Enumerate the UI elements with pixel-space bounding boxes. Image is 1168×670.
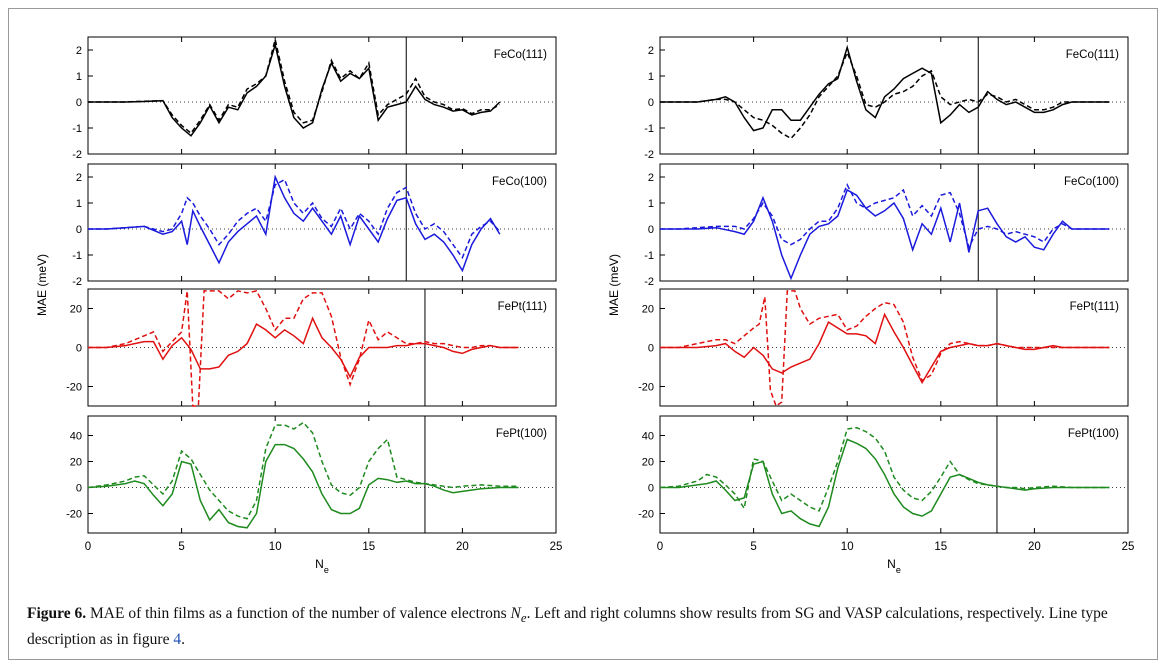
ytick-label-left-fept100: 20	[70, 457, 82, 469]
ytick-label-left-fept100: 0	[76, 483, 82, 495]
series-solid-left-feco111	[88, 41, 501, 137]
panel-frame-left-feco111	[87, 36, 557, 155]
y-axis-label-left: MAE (meV)	[35, 254, 49, 316]
ytick-label-left-feco100: 2	[76, 172, 82, 184]
series-dashed-left-fept100	[87, 421, 519, 520]
ytick-label-right-feco100: 2	[648, 172, 654, 184]
ytick-label-left-feco100: -2	[72, 276, 82, 288]
xtick-label-right: 5	[750, 541, 756, 553]
panel-label-right-feco100: FeCo(100)	[1064, 176, 1119, 188]
xtick-label-left: 15	[362, 541, 375, 553]
caption-text: MAE of thin films as a function of the n…	[86, 605, 511, 622]
caption-text-2: . Left and right columns show results fr…	[27, 605, 1108, 649]
series-solid-left-feco100	[88, 174, 501, 273]
x-axis-label-right: Ne	[887, 557, 901, 575]
xtick-label-right: 15	[934, 541, 947, 553]
panel-label-right-feco111: FeCo(111)	[1066, 49, 1119, 61]
ytick-label-left-fept100: -20	[66, 509, 82, 521]
series-solid-left-fept100	[87, 443, 519, 529]
ytick-label-right-fept100: -20	[638, 509, 654, 521]
xtick-label-right: 10	[841, 541, 854, 553]
series-dashed-right-fept111	[660, 290, 1110, 408]
ytick-label-left-feco111: -1	[72, 123, 82, 135]
panel-frame-right-fept100	[659, 415, 1129, 534]
caption-label: Figure 6.	[27, 605, 87, 622]
panel-frame-right-feco111	[659, 36, 1129, 155]
series-solid-right-feco111	[660, 44, 1110, 132]
panel-label-left-fept111: FePt(111)	[498, 301, 548, 313]
series-solid-right-fept111	[660, 312, 1110, 385]
y-axis-label-right: MAE (meV)	[607, 254, 621, 316]
panel-frame-left-fept111	[87, 288, 557, 407]
panel-label-left-feco111: FeCo(111)	[494, 49, 547, 61]
caption-symbol: N	[510, 605, 521, 622]
xtick-label-left: 10	[269, 541, 282, 553]
series-dashed-right-feco111	[660, 50, 1110, 140]
series-dashed-left-feco100	[88, 178, 501, 260]
ytick-label-right-fept111: 20	[642, 304, 654, 316]
series-dashed-right-fept100	[659, 426, 1110, 512]
xtick-label-right: 20	[1028, 541, 1041, 553]
ytick-label-right-feco111: -1	[644, 123, 654, 135]
ytick-label-left-fept111: -20	[66, 382, 82, 394]
ytick-label-left-fept111: 20	[70, 304, 82, 316]
ytick-label-right-feco111: 2	[648, 45, 654, 57]
panel-label-left-feco100: FeCo(100)	[492, 176, 547, 188]
ytick-label-right-feco100: 1	[648, 198, 654, 210]
ytick-label-right-feco111: -2	[644, 149, 654, 161]
xtick-label-left: 5	[178, 541, 184, 553]
ytick-label-left-feco100: 1	[76, 198, 82, 210]
series-solid-left-fept111	[88, 316, 519, 379]
ytick-label-right-feco111: 0	[648, 97, 654, 109]
panel-frame-right-feco100	[659, 163, 1129, 282]
panel-label-right-fept100: FePt(100)	[1068, 428, 1119, 440]
ytick-label-right-fept100: 40	[642, 431, 654, 443]
ytick-label-right-feco100: -2	[644, 276, 654, 288]
ytick-label-right-fept111: -20	[638, 382, 654, 394]
x-axis-label-left: Ne	[315, 557, 329, 575]
panel-frame-left-fept100	[87, 415, 557, 534]
ytick-label-right-feco111: 1	[648, 71, 654, 83]
panel-label-left-fept100: FePt(100)	[496, 428, 547, 440]
series-dashed-left-feco111	[88, 39, 501, 135]
ytick-label-left-fept111: 0	[76, 343, 82, 355]
xtick-label-left: 25	[550, 541, 563, 553]
figure-caption: Figure 6. MAE of thin films as a functio…	[27, 603, 1147, 651]
ytick-label-right-fept100: 0	[648, 483, 654, 495]
ytick-label-right-feco100: -1	[644, 250, 654, 262]
ytick-label-left-fept100: 40	[70, 431, 82, 443]
xtick-label-left: 0	[85, 541, 91, 553]
series-dashed-left-fept111	[88, 290, 519, 407]
series-dashed-right-feco100	[660, 183, 1110, 250]
ytick-label-left-feco111: -2	[72, 149, 82, 161]
series-solid-right-feco100	[660, 188, 1110, 281]
panel-label-right-fept111: FePt(111)	[1070, 301, 1120, 313]
ytick-label-right-fept111: 0	[648, 343, 654, 355]
caption-end: .	[181, 631, 185, 649]
xtick-label-right: 0	[657, 541, 663, 553]
ytick-label-left-feco111: 0	[76, 97, 82, 109]
caption-figure-link[interactable]: 4	[173, 631, 182, 649]
xtick-label-left: 20	[456, 541, 469, 553]
ytick-label-left-feco100: -1	[72, 250, 82, 262]
ytick-label-left-feco111: 1	[76, 71, 82, 83]
ytick-label-left-feco111: 2	[76, 45, 82, 57]
ytick-label-right-feco100: 0	[648, 224, 654, 236]
figure-frame: -2 -1 0 1 2 FeCo(111) -2 -1 0 1 2 FeCo(100) -20 0 20 Fe…	[8, 8, 1158, 660]
xtick-label-right: 25	[1122, 541, 1135, 553]
ytick-label-right-fept100: 20	[642, 457, 654, 469]
caption-subscript: e	[520, 610, 527, 626]
ytick-label-left-feco100: 0	[76, 224, 82, 236]
panel-frame-left-feco100	[87, 163, 557, 282]
